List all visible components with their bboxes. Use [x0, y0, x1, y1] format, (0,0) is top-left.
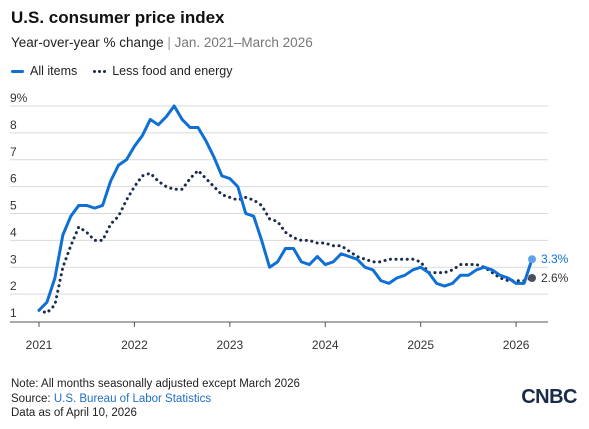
x-tick-label: 2026	[503, 338, 530, 352]
y-tick-label: 2	[10, 279, 17, 293]
x-tick-label: 2023	[216, 338, 243, 352]
end-label-core: 2.6%	[541, 271, 569, 285]
chart-subtitle: Year-over-year % change | Jan. 2021–Marc…	[11, 35, 313, 50]
x-tick-label: 2021	[26, 338, 53, 352]
y-tick-label: 6	[10, 172, 17, 186]
subtitle-range: Jan. 2021–March 2026	[174, 35, 313, 50]
legend-swatch-solid	[11, 69, 24, 73]
chart-legend: All items Less food and energy	[11, 64, 248, 78]
footer-note: Note: All months seasonally adjusted exc…	[11, 378, 300, 390]
end-point-all-items	[528, 255, 536, 264]
legend-item-all-items: All items	[11, 64, 77, 78]
chart-footer: Note: All months seasonally adjusted exc…	[11, 377, 300, 421]
y-tick-label: 7	[10, 145, 17, 159]
chart-plot: 1 2 3 4 5 6 7 8 9% 2021 2022 2023 2024 2025 2026 3.3% 2.…	[10, 91, 569, 352]
legend-item-core: Less food and energy	[93, 64, 232, 78]
footer-source-prefix: Source:	[11, 392, 54, 405]
end-label-all-items: 3.3%	[541, 252, 569, 266]
y-tick-label: 3	[10, 252, 17, 266]
legend-swatch-dotted	[93, 69, 107, 73]
x-tick-label: 2024	[312, 338, 339, 352]
series-line-all-items	[37, 104, 534, 312]
y-tick-label: 1	[10, 306, 17, 320]
subtitle-main: Year-over-year % change	[11, 35, 164, 50]
y-tick-label: 9%	[10, 91, 28, 105]
y-tick-label: 5	[10, 199, 17, 213]
end-point-core	[528, 274, 536, 282]
series-line-core	[37, 169, 534, 315]
legend-label-core: Less food and energy	[112, 64, 233, 78]
footer-asof: Data as of April 10, 2026	[11, 407, 137, 419]
footer-source: Source: U.S. Bureau of Labor Statistics	[11, 392, 300, 407]
chart-title: U.S. consumer price index	[11, 8, 225, 27]
x-tick-label: 2022	[121, 338, 148, 352]
y-tick-label: 8	[10, 118, 17, 132]
legend-label-all-items: All items	[30, 64, 78, 78]
x-tick-label: 2025	[407, 338, 434, 352]
subtitle-separator: |	[163, 35, 175, 50]
cnbc-logo: CNBC	[521, 386, 577, 408]
y-tick-label: 4	[10, 225, 17, 239]
footer-source-link[interactable]: U.S. Bureau of Labor Statistics	[53, 392, 212, 405]
